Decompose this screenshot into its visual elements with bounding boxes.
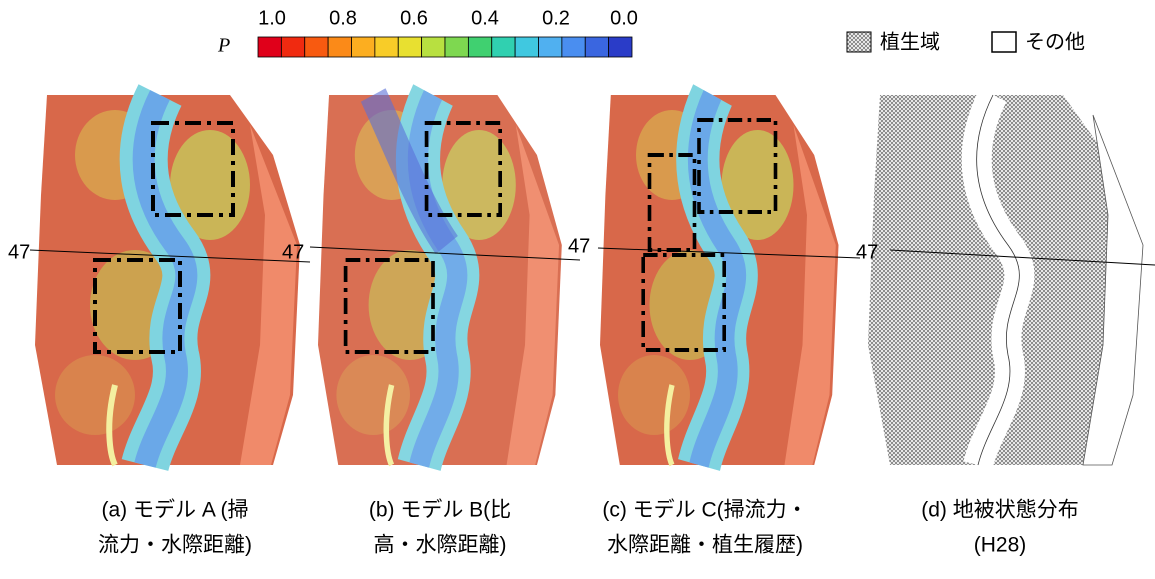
colorbar-label: P [217, 35, 230, 57]
figure: P 1.0 0.8 0.6 0.4 0.2 0.0 植生域 その他 47 47 … [0, 0, 1155, 579]
colorbar-segment [422, 37, 445, 57]
section-label: 47 [568, 235, 590, 257]
map-a [35, 95, 300, 465]
section-label: 47 [282, 241, 304, 263]
colorbar-segment [258, 37, 281, 57]
colorbar [258, 37, 632, 57]
section-label: 47 [8, 241, 30, 263]
caption: (b) モデル B(比 [369, 499, 511, 522]
colorbar-tick: 0.4 [471, 7, 499, 29]
caption: (a) モデル A (掃 [101, 499, 248, 522]
map-b [318, 95, 562, 465]
colorbar-segment [305, 37, 328, 57]
caption: 流力・水際距離) [98, 534, 252, 557]
colorbar-tick: 0.0 [610, 7, 638, 29]
colorbar-segment [492, 37, 515, 57]
colorbar-segment [539, 37, 562, 57]
legend-swatch [847, 32, 871, 52]
caption: 水際距離・植生履歴) [607, 534, 803, 557]
colorbar-segment [515, 37, 538, 57]
colorbar-segment [281, 37, 304, 57]
colorbar-tick: 0.8 [329, 7, 357, 29]
colorbar-segment [609, 37, 632, 57]
caption: (c) モデル C(掃流力・ [602, 499, 807, 522]
caption: 高・水際距離) [374, 534, 507, 557]
caption: (H28) [974, 534, 1027, 557]
legend-swatch [992, 32, 1016, 52]
colorbar-segment [398, 37, 421, 57]
map-d [868, 95, 1143, 465]
colorbar-segment [445, 37, 468, 57]
colorbar-tick: 0.6 [400, 7, 428, 29]
legend-label: その他 [1025, 30, 1085, 53]
section-label: 47 [856, 241, 878, 263]
colorbar-segment [468, 37, 491, 57]
colorbar-tick: 1.0 [258, 7, 286, 29]
legend-label: 植生域 [880, 30, 940, 53]
map-c [600, 95, 839, 465]
caption: (d) 地被状態分布 [921, 499, 1079, 522]
colorbar-tick: 0.2 [542, 7, 570, 29]
colorbar-segment [585, 37, 608, 57]
colorbar-segment [562, 37, 585, 57]
colorbar-segment [328, 37, 351, 57]
colorbar-segment [352, 37, 375, 57]
colorbar-segment [375, 37, 398, 57]
